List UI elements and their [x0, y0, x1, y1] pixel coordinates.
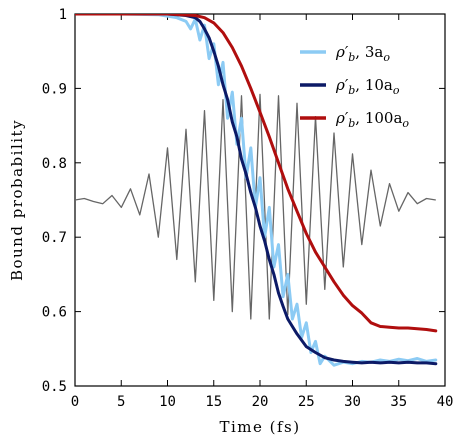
axis-tick-labels: 0 5 10 15 20 25 30 35 40 0.5 0.6 0.7 0.8 0.9 1 — [42, 7, 454, 410]
y-tick-label: 0.8 — [42, 156, 67, 172]
x-tick-label: 25 — [298, 394, 315, 410]
y-tick-label: 1 — [59, 7, 67, 23]
x-tick-label: 30 — [344, 394, 361, 410]
series-line-2 — [75, 14, 438, 366]
legend: ρ′b, 3ao ρ′b, 10ao ρ′b, 100ao — [300, 43, 409, 130]
series-line-3 — [75, 14, 438, 333]
y-tick-label: 0.6 — [42, 305, 67, 321]
y-tick-label: 0.5 — [42, 379, 67, 395]
legend-label-1: ρ′b, 3ao — [335, 43, 390, 64]
x-tick-label: 10 — [159, 394, 176, 410]
y-tick-label: 0.9 — [42, 81, 67, 97]
legend-label-2: ρ′b, 10ao — [335, 76, 400, 97]
plot-frame — [74, 13, 446, 387]
x-tick-label: 40 — [437, 394, 454, 410]
x-tick-label: 5 — [117, 394, 125, 410]
legend-label-3: ρ′b, 100ao — [335, 109, 409, 130]
x-axis-label: Time (fs) — [219, 418, 300, 436]
x-tick-label: 35 — [390, 394, 407, 410]
x-tick-label: 20 — [252, 394, 269, 410]
axis-ticks — [74, 13, 446, 387]
plot-lines — [75, 14, 438, 367]
y-axis-label: Bound probability — [8, 119, 26, 281]
x-tick-label: 15 — [205, 394, 222, 410]
series-line-1 — [75, 14, 438, 367]
y-tick-label: 0.7 — [42, 230, 67, 246]
x-tick-label: 0 — [71, 394, 79, 410]
